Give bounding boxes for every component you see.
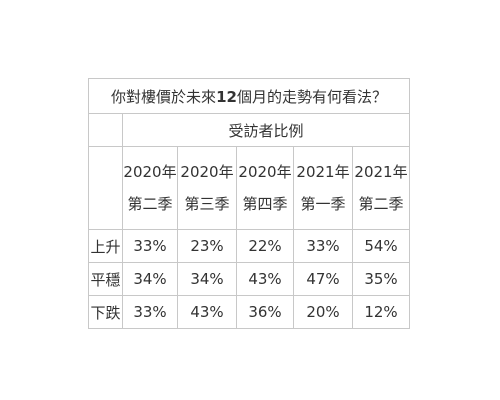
value-cell: 43%	[177, 295, 237, 329]
period-header-cell: 2020年 第二季	[122, 146, 178, 230]
table-title-part-2: 個月的走勢有何看法？	[236, 87, 387, 106]
table-title: 你對樓價於未來12個月的走勢有何看法？	[88, 78, 410, 114]
period-year: 2020年	[123, 163, 177, 181]
period-header-cell: 2020年 第三季	[177, 146, 237, 230]
row-label: 平穩	[88, 262, 123, 296]
group-header-row: 受訪者比例	[88, 113, 410, 147]
value-cell: 23%	[177, 229, 237, 263]
value-cell: 34%	[122, 262, 178, 296]
value-cell: 20%	[293, 295, 353, 329]
period-year: 2020年	[238, 163, 292, 181]
table-row: 下跌 33% 43% 36% 20% 12%	[88, 295, 410, 329]
period-header-cell: 2020年 第四季	[236, 146, 294, 230]
period-year: 2021年	[354, 163, 408, 181]
period-header-row: 2020年 第二季 2020年 第三季 2020年 第四季 2021年 第一季 …	[88, 146, 410, 230]
header-gutter-cell	[88, 113, 123, 147]
table-title-part-1: 你對樓價於未來	[111, 87, 217, 106]
value-cell: 36%	[236, 295, 294, 329]
row-label: 下跌	[88, 295, 123, 329]
title-row: 你對樓價於未來12個月的走勢有何看法？	[88, 78, 410, 114]
value-cell: 22%	[236, 229, 294, 263]
corner-cell	[88, 146, 123, 230]
row-label: 上升	[88, 229, 123, 263]
value-cell: 33%	[293, 229, 353, 263]
value-cell: 33%	[122, 229, 178, 263]
value-cell: 34%	[177, 262, 237, 296]
table-title-number: 12	[216, 87, 237, 106]
period-quarter: 第二季	[127, 195, 173, 213]
period-year: 2021年	[296, 163, 350, 181]
value-cell: 47%	[293, 262, 353, 296]
value-cell: 12%	[352, 295, 410, 329]
group-header: 受訪者比例	[122, 113, 410, 147]
survey-table: 你對樓價於未來12個月的走勢有何看法？ 受訪者比例 2020年 第二季 2020…	[88, 78, 410, 329]
period-quarter: 第二季	[358, 195, 404, 213]
value-cell: 43%	[236, 262, 294, 296]
table-row: 上升 33% 23% 22% 33% 54%	[88, 229, 410, 263]
period-header-cell: 2021年 第二季	[352, 146, 410, 230]
period-quarter: 第一季	[300, 195, 346, 213]
table-row: 平穩 34% 34% 43% 47% 35%	[88, 262, 410, 296]
period-quarter: 第三季	[184, 195, 230, 213]
value-cell: 54%	[352, 229, 410, 263]
value-cell: 35%	[352, 262, 410, 296]
period-quarter: 第四季	[242, 195, 288, 213]
value-cell: 33%	[122, 295, 178, 329]
period-header-cell: 2021年 第一季	[293, 146, 353, 230]
period-year: 2020年	[180, 163, 234, 181]
